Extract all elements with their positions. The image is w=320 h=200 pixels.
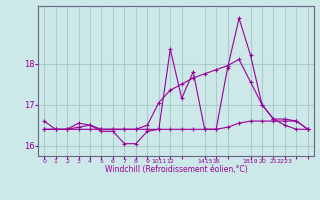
X-axis label: Windchill (Refroidissement éolien,°C): Windchill (Refroidissement éolien,°C) xyxy=(105,165,247,174)
